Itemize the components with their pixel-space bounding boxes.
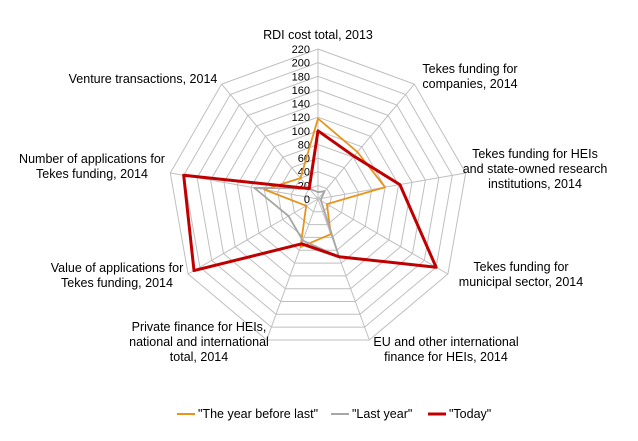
axis-spoke — [317, 198, 449, 275]
radar-grid — [169, 48, 467, 341]
grid-ring — [223, 102, 413, 290]
grid-ring — [196, 75, 440, 315]
axis-label-line: companies, 2014 — [422, 77, 517, 91]
radar-axes — [170, 49, 466, 341]
axis-label: Tekes funding for HEIs and state-owned re… — [463, 147, 608, 191]
axis-label-line: RDI cost total, 2013 — [263, 28, 373, 42]
axis-spoke — [317, 172, 466, 200]
axis-label: Tekes funding for municipal sector, 2014 — [459, 260, 583, 289]
grid-ring — [169, 48, 467, 341]
legend-label: "Today" — [449, 407, 491, 421]
tick-label: 180 — [292, 71, 310, 83]
axis-label-line: EU and other international — [373, 335, 518, 349]
axis-label: Tekes funding for companies, 2014 — [422, 62, 517, 91]
axis-label: Private finance for HEIs, national and in… — [129, 320, 269, 364]
grid-ring — [304, 184, 332, 213]
grid-ring — [277, 157, 359, 238]
tick-label: 220 — [292, 44, 310, 56]
axis-label-line: total, 2014 — [170, 350, 228, 364]
legend-label: "The year before last" — [198, 407, 318, 421]
axis-label-line: Venture transactions, 2014 — [69, 72, 218, 86]
series-line — [182, 129, 438, 273]
grid-ring — [210, 89, 426, 302]
axis-label: Venture transactions, 2014 — [69, 72, 218, 86]
series-line — [253, 186, 340, 258]
axis-label-line: Tekes funding for — [422, 62, 517, 76]
tick-label: 160 — [292, 85, 310, 97]
axis-spoke — [266, 198, 319, 341]
legend: "The year before last" "Last year" "Today" — [177, 407, 491, 421]
axis-label-line: Tekes funding for — [473, 260, 568, 274]
tick-label: 140 — [292, 99, 310, 111]
axis-label-line: Tekes funding, 2014 — [61, 276, 173, 290]
axis-label-line: municipal sector, 2014 — [459, 275, 583, 289]
axis-label-line: national and international — [129, 335, 269, 349]
axis-label-line: Tekes funding, 2014 — [36, 167, 148, 181]
grid-ring — [183, 62, 453, 328]
axis-label: Number of applications for Tekes funding,… — [19, 152, 165, 181]
axis-label: Value of applications for Tekes funding, … — [51, 261, 184, 290]
radar-series — [182, 117, 438, 273]
axis-label-line: Tekes funding for HEIs — [472, 147, 598, 161]
axis-label-line: Number of applications for — [19, 152, 165, 166]
tick-label: 200 — [292, 58, 310, 70]
series-line — [263, 117, 387, 249]
axis-label: RDI cost total, 2013 — [263, 28, 373, 42]
legend-label: "Last year" — [352, 407, 412, 421]
axis-label-line: Value of applications for — [51, 261, 184, 275]
axis-spoke — [187, 198, 319, 275]
axis-label-line: finance for HEIs, 2014 — [384, 350, 508, 364]
axis-label-line: institutions, 2014 — [488, 177, 582, 191]
axis-spoke — [317, 83, 415, 200]
tick-label: 0 — [304, 194, 310, 206]
grid-ring — [236, 116, 400, 277]
axis-label: EU and other international finance for HE… — [373, 335, 518, 364]
tick-label: 120 — [292, 112, 310, 124]
axis-spoke — [221, 83, 319, 200]
axis-label-line: and state-owned research — [463, 162, 608, 176]
axis-label-line: Private finance for HEIs, — [132, 320, 267, 334]
tick-label: 80 — [298, 140, 310, 152]
axis-spoke — [317, 198, 370, 341]
tick-label: 100 — [292, 126, 310, 138]
